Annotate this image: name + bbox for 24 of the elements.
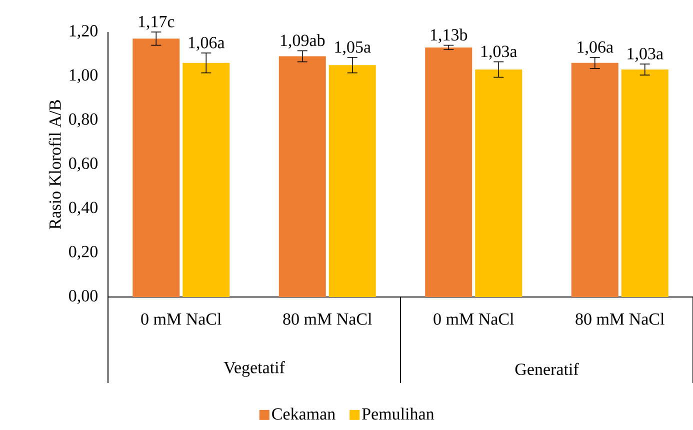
y-tick-label: 0,20 [69, 246, 98, 260]
data-label: 1,06a [188, 36, 225, 51]
x-tick-label: 0 mM NaCl [141, 312, 222, 325]
data-label: 1,03a [481, 46, 518, 60]
data-label: 1,03a [628, 48, 664, 62]
x-tick-label: 80 mM NaCl [576, 312, 664, 325]
y-tick-label: 1,00 [70, 69, 98, 84]
y-tick-label: 1,20 [70, 25, 98, 39]
legend-label: Pemulihan [362, 408, 434, 420]
text: Vegetatif [224, 361, 285, 377]
data-label: 1,13b [430, 28, 468, 44]
data-label: 1,09ab [280, 34, 325, 49]
y-tick-label: 0,80 [69, 113, 98, 128]
data-label: 1,17c [138, 16, 174, 30]
text: Generatif [515, 362, 579, 376]
x-tick-label: 0 mM NaCl [434, 312, 514, 325]
x-tick-label: 80 mM NaCl [283, 312, 372, 325]
data-label: 1,06a [578, 41, 614, 56]
data-label: 1,05a [335, 41, 371, 56]
y-tick-label: 0,00 [69, 290, 98, 304]
y-tick-label: 0,40 [69, 202, 98, 216]
y-tick-label: 0,60 [69, 158, 98, 172]
y-axis-title: Rasio Klorofil A/B [48, 100, 61, 230]
legend-label: Cekaman [272, 408, 336, 420]
